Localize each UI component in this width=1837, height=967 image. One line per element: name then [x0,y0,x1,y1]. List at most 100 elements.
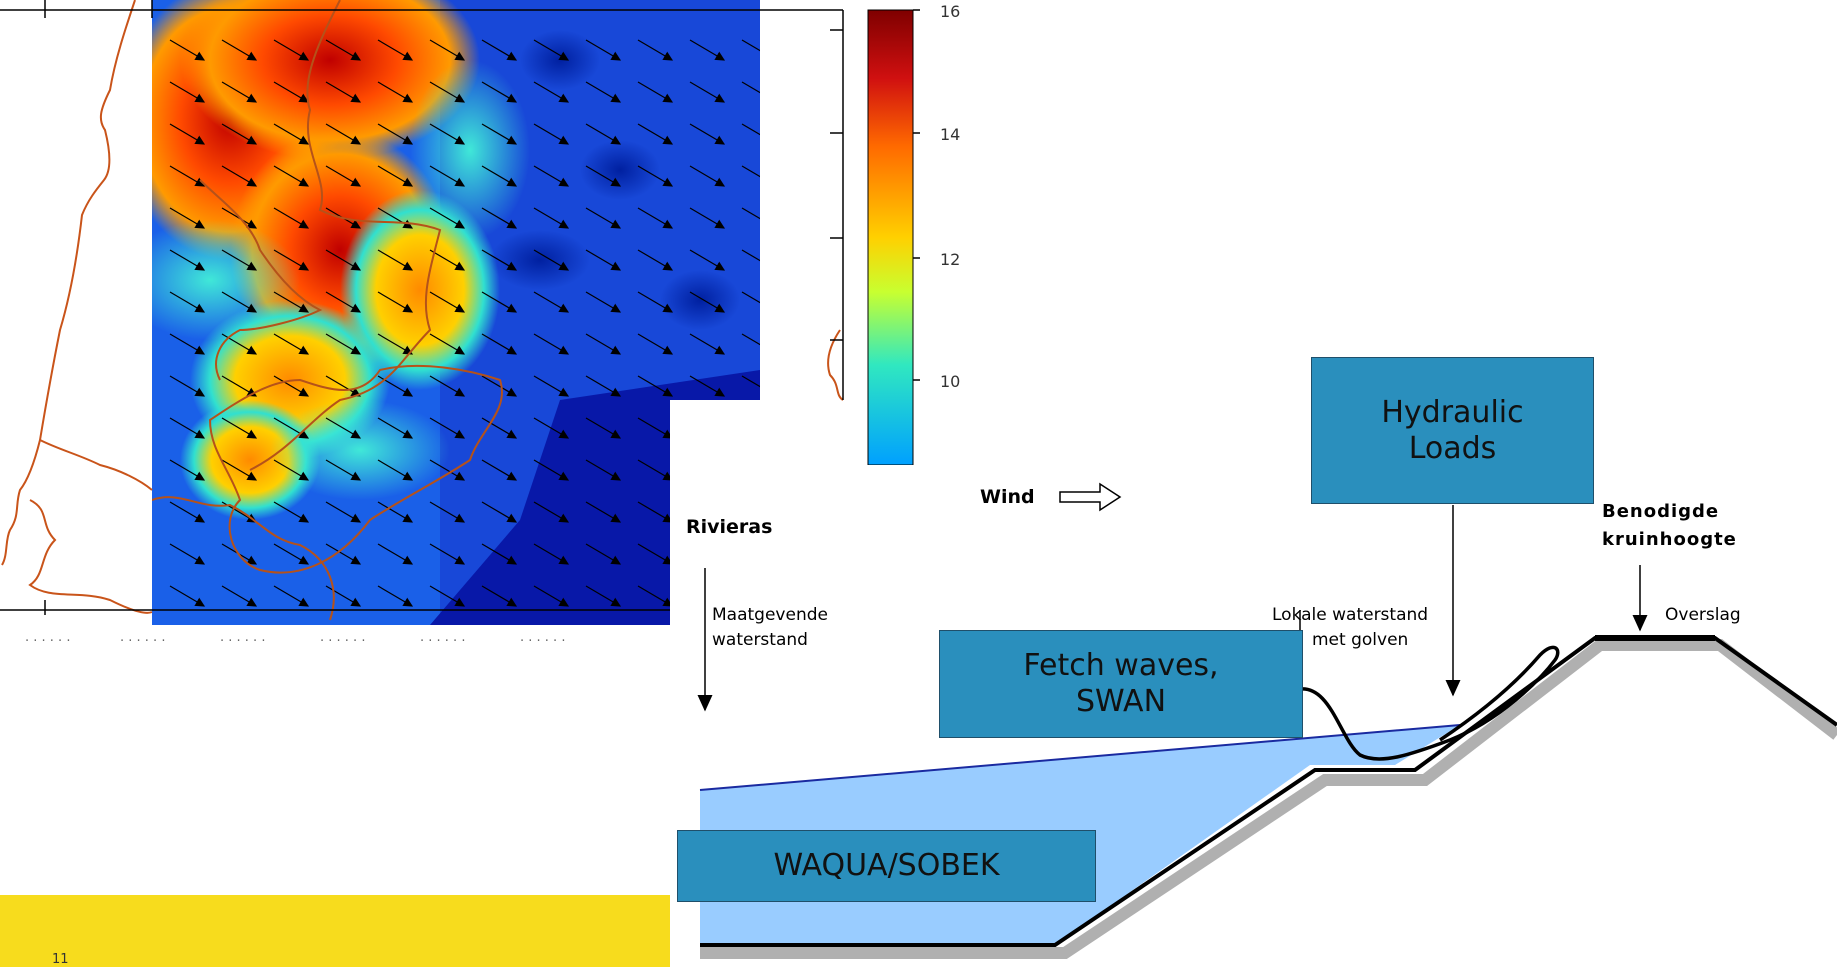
wind-vector [689,333,726,355]
svg-text:· · · · · ·: · · · · · · [320,634,365,649]
wind-vector [273,249,310,271]
wind-vector [377,123,414,145]
wind-vector [637,585,674,607]
wind-vector [377,81,414,103]
wind-vector [741,165,760,187]
wind-vector [429,333,466,355]
wind-vector [169,375,206,397]
x-tick-label-dots: · · · · · · · · · · · · · · · · · · · · … [25,634,565,649]
wind-vector [273,81,310,103]
wind-vector [741,375,760,397]
wind-vector [325,501,362,523]
wind-vector [585,459,622,481]
wind-vector [481,585,518,607]
coastline-south [28,499,153,614]
wind-vector [429,123,466,145]
wind-vector [169,417,206,439]
colorbar-tick-label: 14 [940,125,960,144]
lokale-waterstand-label: Lokale waterstand [1272,605,1428,625]
wind-vector [221,123,258,145]
wind-vector [585,543,622,565]
wind-vector [273,459,310,481]
wind-vector [585,291,622,313]
wind-vector [169,123,206,145]
wind-vector [273,165,310,187]
met-golven-label: met golven [1312,630,1408,650]
waterstand-label: waterstand [712,630,808,650]
wind-vector [273,417,310,439]
wind-vector [585,417,622,439]
wind-vector [741,81,760,103]
wind-vector [481,459,518,481]
wind-vector [169,585,206,607]
wind-vector [273,333,310,355]
wind-vector [481,375,518,397]
svg-text:· · · · · ·: · · · · · · [120,634,165,649]
wind-vector [637,417,674,439]
wind-vector [585,81,622,103]
wave-runup-curve [1294,645,1560,761]
wind-vector [637,39,674,61]
wind-vector [585,207,622,229]
wind-vector [429,207,466,229]
wind-vector [481,39,518,61]
wind-vector [429,459,466,481]
waqua-sobek-box: WAQUA/SOBEK [677,830,1096,902]
wind-vector [689,249,726,271]
wind-vector [481,333,518,355]
wind-vector [637,501,674,523]
wind-vector [689,81,726,103]
wind-vector [741,417,760,439]
wind-vector [221,291,258,313]
wind-vector [325,291,362,313]
wind-vector [637,543,674,565]
wind-vector [481,249,518,271]
wind-vector [689,375,726,397]
wind-vector [741,333,760,355]
wind-vector [533,291,570,313]
wind-vector [169,543,206,565]
wind-vector [169,291,206,313]
svg-text:· · · · · ·: · · · · · · [220,634,265,649]
wind-vector [637,291,674,313]
wind-vector [377,417,414,439]
wind-vector [221,165,258,187]
wind-vector [585,123,622,145]
fetch-waves-box: Fetch waves, SWAN [939,630,1303,738]
wind-field [152,0,760,625]
hydraulic-loads-line2: Loads [1408,430,1497,466]
wind-vector [533,81,570,103]
wind-vector-arrows [169,39,760,607]
wind-vector [377,543,414,565]
wind-vector [637,459,674,481]
wind-vector [533,207,570,229]
wind-vector [221,417,258,439]
svg-text:· · · · · ·: · · · · · · [25,634,70,649]
maatgevende-label: Maatgevende [712,605,828,625]
wind-vector [741,39,760,61]
wind-vector [273,207,310,229]
svg-text:· · · · · ·: · · · · · · [420,634,465,649]
hydraulic-loads-line1: Hydraulic [1381,394,1524,430]
wind-vector [325,459,362,481]
wind-vector [377,249,414,271]
wind-vector [533,375,570,397]
wind-vector [533,501,570,523]
wind-vector [221,459,258,481]
wind-vector [637,123,674,145]
wind-vector [533,165,570,187]
wind-vector [585,333,622,355]
wind-vector [429,417,466,439]
wind-vector [585,39,622,61]
wind-vector [481,81,518,103]
wind-vector [169,249,206,271]
wind-vector [221,249,258,271]
wind-vector [169,501,206,523]
fetch-waves-line1: Fetch waves, [1023,648,1219,683]
wind-vector [325,585,362,607]
wind-vector [481,207,518,229]
wind-vector [169,459,206,481]
wind-arrow-icon [1059,482,1122,512]
wind-vector [429,543,466,565]
